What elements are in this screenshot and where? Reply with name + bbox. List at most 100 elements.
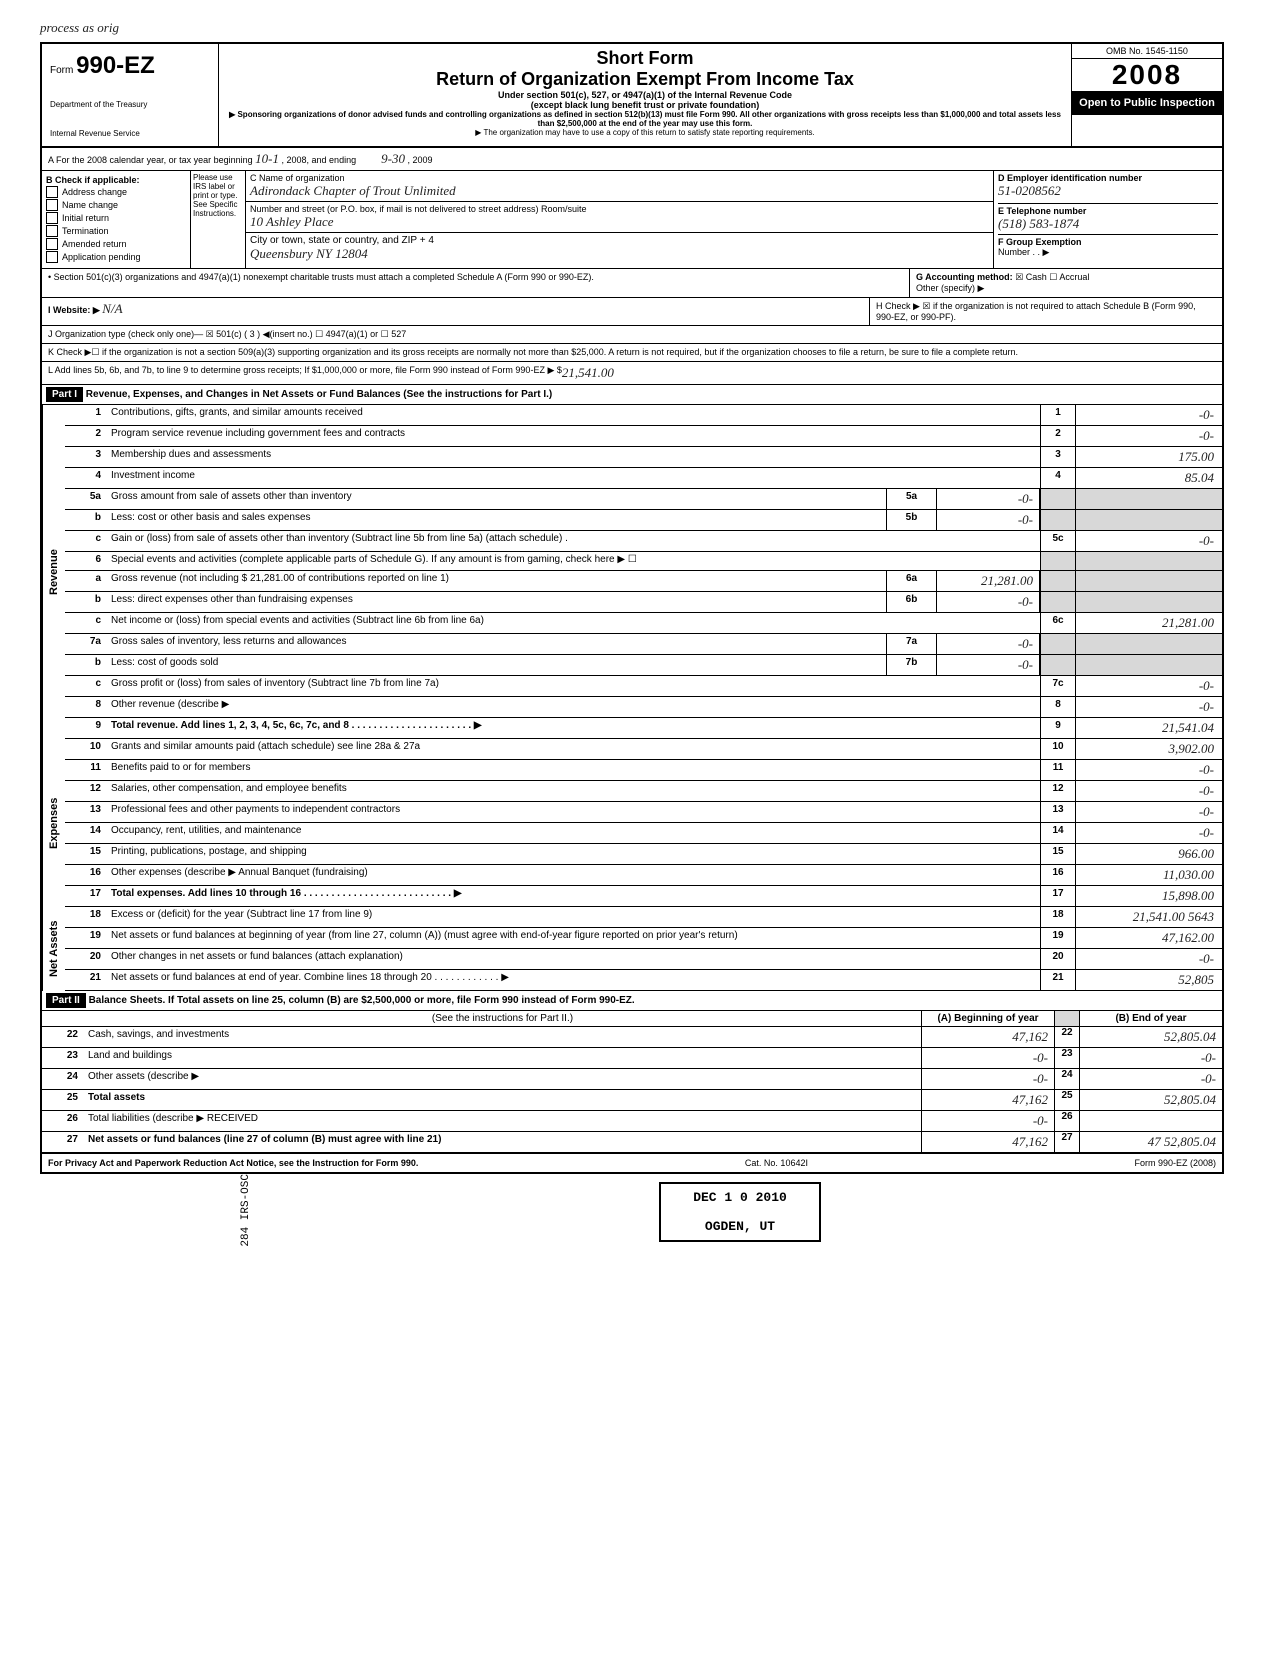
- line-l-text: L Add lines 5b, 6b, and 7b, to line 9 to…: [48, 365, 562, 381]
- bs-24: Other assets (describe ▶: [84, 1069, 921, 1089]
- line-7b: Less: cost of goods sold: [107, 655, 886, 675]
- form-number: 990-EZ: [76, 52, 155, 79]
- section-501-row: • Section 501(c)(3) organizations and 49…: [42, 269, 1222, 298]
- part2-instr: (See the instructions for Part II.): [84, 1011, 921, 1026]
- line-17-amt: 15,898.00: [1076, 886, 1222, 906]
- bs-25: Total assets: [84, 1090, 921, 1110]
- sponsor-note: ▶ Sponsoring organizations of donor advi…: [227, 110, 1063, 128]
- line-6a: Gross revenue (not including $ 21,281.00…: [107, 571, 886, 591]
- bs-23: Land and buildings: [84, 1048, 921, 1068]
- chk-address[interactable]: Address change: [46, 186, 186, 198]
- netassets-side-label: Net Assets: [42, 907, 65, 991]
- box-d-label: D Employer identification number: [998, 173, 1142, 183]
- line-7c-amt: -0-: [1076, 676, 1222, 696]
- line-a-yr: , 2009: [407, 155, 432, 165]
- line-20: Other changes in net assets or fund bala…: [107, 949, 1040, 969]
- omb-number: OMB No. 1545-1150: [1072, 44, 1222, 59]
- privacy-notice: For Privacy Act and Paperwork Reduction …: [48, 1158, 418, 1168]
- netassets-block: Net Assets 18Excess or (deficit) for the…: [42, 907, 1222, 991]
- line-5b-val: -0-: [937, 510, 1040, 530]
- line-11-amt: -0-: [1076, 760, 1222, 780]
- line-9: Total revenue. Add lines 1, 2, 3, 4, 5c,…: [107, 718, 1040, 738]
- year-box: OMB No. 1545-1150 2008 Open to Public In…: [1071, 44, 1222, 146]
- right-id-block: D Employer identification number 51-0208…: [993, 171, 1222, 268]
- bs-24-b: -0-: [1080, 1069, 1222, 1089]
- box-g-other: Other (specify) ▶: [916, 283, 984, 293]
- box-c-city-label: City or town, state or country, and ZIP …: [250, 235, 434, 246]
- chk-pending[interactable]: Application pending: [46, 251, 186, 263]
- bs-26-a: -0-: [921, 1111, 1054, 1131]
- line-15-amt: 966.00: [1076, 844, 1222, 864]
- bs-23-b: -0-: [1080, 1048, 1222, 1068]
- line-l-val: 21,541.00: [562, 365, 614, 381]
- form-word: Form: [50, 65, 73, 76]
- line-13-amt: -0-: [1076, 802, 1222, 822]
- line-7b-val: -0-: [937, 655, 1040, 675]
- line-1-amt: -0-: [1076, 405, 1222, 425]
- line-l-row: L Add lines 5b, 6b, and 7b, to line 9 to…: [42, 362, 1222, 385]
- line-8: Other revenue (describe ▶: [107, 697, 1040, 717]
- line-5a-val: -0-: [937, 489, 1040, 509]
- bs-23-a: -0-: [921, 1048, 1054, 1068]
- title-box: Short Form Return of Organization Exempt…: [219, 44, 1071, 146]
- box-f-num: Number . . ▶: [998, 247, 1049, 257]
- chk-initial[interactable]: Initial return: [46, 212, 186, 224]
- line-6c: Net income or (loss) from special events…: [107, 613, 1040, 633]
- revenue-block: Revenue 1Contributions, gifts, grants, a…: [42, 405, 1222, 739]
- line-5a: Gross amount from sale of assets other t…: [107, 489, 886, 509]
- chk-amended[interactable]: Amended return: [46, 238, 186, 250]
- line-16-amt: 11,030.00: [1076, 865, 1222, 885]
- ein-value: 51-0208562: [998, 183, 1061, 198]
- bs-22-a: 47,162: [921, 1027, 1054, 1047]
- part2-col-a: (A) Beginning of year: [921, 1011, 1054, 1026]
- box-c-label: C Name of organization: [250, 173, 345, 183]
- line-21-amt: 52,805: [1076, 970, 1222, 990]
- line-6b-val: -0-: [937, 592, 1040, 612]
- form-990ez: Form 990-EZ Department of the Treasury I…: [40, 42, 1224, 1174]
- form-id-box: Form 990-EZ Department of the Treasury I…: [42, 44, 219, 146]
- line-j: J Organization type (check only one)— ☒ …: [42, 326, 1222, 344]
- line-5b: Less: cost or other basis and sales expe…: [107, 510, 886, 530]
- irs-line: Internal Revenue Service: [50, 129, 210, 138]
- line-i-h-row: I Website: ▶ N/A H Check ▶ ☒ if the orga…: [42, 298, 1222, 326]
- bs-24-a: -0-: [921, 1069, 1054, 1089]
- part2-tag: Part II: [46, 993, 86, 1008]
- footer-row: For Privacy Act and Paperwork Reduction …: [42, 1154, 1222, 1172]
- state-note: ▶ The organization may have to use a cop…: [227, 128, 1063, 137]
- bs-25-b: 52,805.04: [1080, 1090, 1222, 1110]
- line-2: Program service revenue including govern…: [107, 426, 1040, 446]
- line-6a-val: 21,281.00: [937, 571, 1040, 591]
- chk-name[interactable]: Name change: [46, 199, 186, 211]
- org-address: 10 Ashley Place: [250, 214, 334, 229]
- org-name: Adirondack Chapter of Trout Unlimited: [250, 183, 456, 198]
- line-11: Benefits paid to or for members: [107, 760, 1040, 780]
- part1-header: Part I Revenue, Expenses, and Changes in…: [42, 385, 1222, 405]
- bs-27-a: 47,162: [921, 1132, 1054, 1152]
- stamp-date: DEC 1 0 2010: [665, 1190, 815, 1205]
- box-c-addr-label: Number and street (or P.O. box, if mail …: [250, 204, 586, 214]
- telephone-value: (518) 583-1874: [998, 216, 1079, 231]
- line-7a-val: -0-: [937, 634, 1040, 654]
- part2-title: Balance Sheets. If Total assets on line …: [89, 995, 635, 1006]
- revenue-side-label: Revenue: [42, 405, 65, 739]
- line-20-amt: -0-: [1076, 949, 1222, 969]
- part1-title: Revenue, Expenses, and Changes in Net As…: [86, 389, 552, 400]
- line-10-amt: 3,902.00: [1076, 739, 1222, 759]
- bs-25-a: 47,162: [921, 1090, 1054, 1110]
- bs-22: Cash, savings, and investments: [84, 1027, 921, 1047]
- bs-26-b: [1080, 1111, 1222, 1131]
- main-title: Return of Organization Exempt From Incom…: [227, 69, 1063, 90]
- line-k: K Check ▶☐ if the organization is not a …: [42, 344, 1222, 362]
- line-i-val: N/A: [102, 301, 122, 316]
- line-19: Net assets or fund balances at beginning…: [107, 928, 1040, 948]
- line-2-amt: -0-: [1076, 426, 1222, 446]
- part2-col-header: (See the instructions for Part II.) (A) …: [42, 1011, 1222, 1027]
- line-9-amt: 21,541.04: [1076, 718, 1222, 738]
- subtitle: Under section 501(c), 527, or 4947(a)(1)…: [227, 90, 1063, 100]
- tax-year: 2008: [1072, 59, 1222, 91]
- box-g-label: G Accounting method:: [916, 272, 1013, 282]
- chk-termination[interactable]: Termination: [46, 225, 186, 237]
- line-12-amt: -0-: [1076, 781, 1222, 801]
- box-g-cash: ☒ Cash ☐ Accrual: [1015, 272, 1089, 282]
- line-i-label: I Website: ▶: [48, 305, 100, 315]
